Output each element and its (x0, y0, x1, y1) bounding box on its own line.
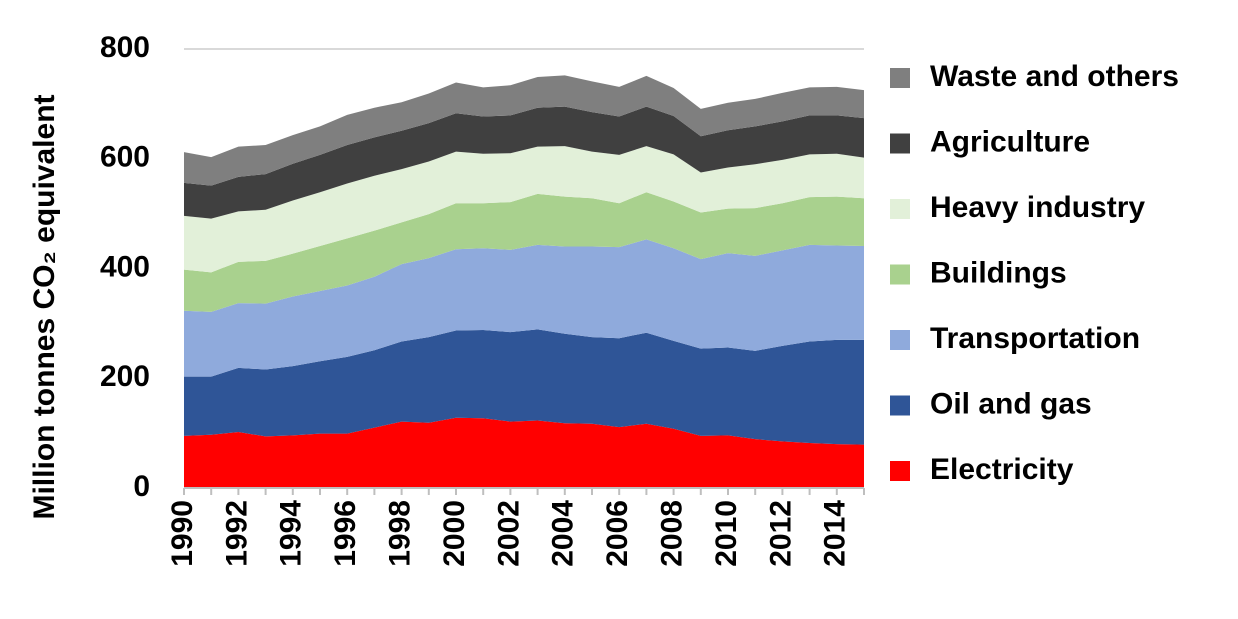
legend-swatch-oil-and-gas (890, 395, 910, 416)
x-tick-label-1996: 1996 (329, 500, 362, 567)
legend-swatch-electricity (890, 461, 910, 481)
x-tick-label-2004: 2004 (547, 500, 580, 567)
x-tick-label-2012: 2012 (764, 500, 797, 567)
legend-label-waste-and-others: Waste and others (930, 60, 1179, 93)
legend-swatch-buildings (890, 264, 910, 285)
area-oil-and-gas (184, 329, 864, 445)
area-series (184, 75, 864, 488)
y-axis-label: Million tonnes CO₂ equivalent (28, 94, 61, 519)
x-tick-label-1990: 1990 (166, 500, 199, 567)
y-tick-label-200: 200 (100, 360, 150, 393)
x-tick-label-1994: 1994 (275, 500, 308, 567)
legend-label-oil-and-gas: Oil and gas (930, 387, 1092, 420)
legend-swatch-transportation (890, 330, 910, 350)
legend-label-electricity: Electricity (930, 453, 1074, 486)
legend-label-agriculture: Agriculture (930, 125, 1090, 158)
x-tick-label-1998: 1998 (384, 500, 417, 567)
area-buildings (184, 192, 864, 312)
area-electricity (184, 417, 864, 488)
legend-swatch-heavy-industry (890, 199, 910, 219)
x-tick-label-2010: 2010 (710, 500, 743, 567)
area-waste-and-others (184, 75, 864, 186)
y-tick-label-400: 400 (100, 250, 150, 283)
area-agriculture (184, 106, 864, 219)
legend: Waste and others Agriculture Heavy industr… (890, 60, 1179, 486)
legend-label-heavy-industry: Heavy industry (930, 191, 1145, 224)
x-axis-ticks: 1990 1992 1994 1996 1998 2000 2002 2004 2006 2008… (166, 500, 852, 567)
y-tick-label-800: 800 (100, 31, 150, 64)
x-tick-label-2014: 2014 (819, 500, 852, 567)
area-heavy-industry (184, 146, 864, 273)
area-transportation (184, 239, 864, 377)
x-tick-label-2008: 2008 (656, 500, 689, 567)
legend-swatch-agriculture (890, 133, 910, 154)
axes (183, 487, 865, 495)
x-tick-label-1992: 1992 (220, 500, 253, 567)
legend-label-buildings: Buildings (930, 256, 1067, 289)
x-tick-label-2002: 2002 (492, 500, 525, 567)
y-axis-ticks: 0 200 400 600 800 (100, 31, 150, 503)
legend-label-transportation: Transportation (930, 322, 1140, 355)
x-tick-label-2000: 2000 (438, 500, 471, 567)
x-tick-label-2006: 2006 (601, 500, 634, 567)
y-tick-label-600: 600 (100, 141, 150, 174)
y-tick-label-0: 0 (133, 470, 150, 503)
legend-swatch-waste-and-others (890, 68, 910, 88)
